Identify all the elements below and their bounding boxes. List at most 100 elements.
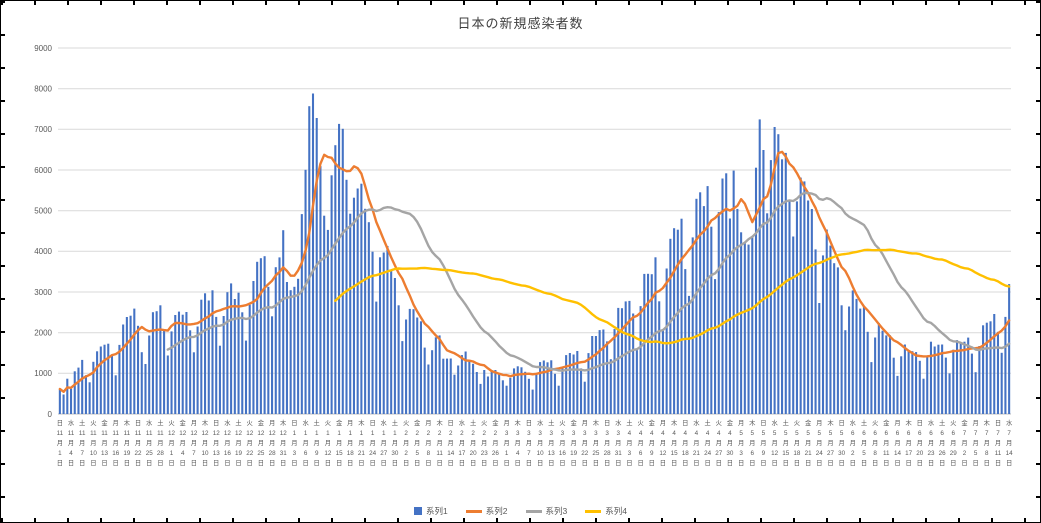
svg-text:1: 1 — [371, 430, 375, 437]
svg-text:月: 月 — [280, 439, 286, 447]
svg-text:日: 日 — [760, 419, 766, 427]
svg-text:日: 日 — [537, 459, 543, 467]
svg-text:月: 月 — [637, 439, 643, 447]
svg-text:火: 火 — [325, 420, 332, 427]
svg-text:27: 27 — [827, 450, 835, 457]
svg-text:4: 4 — [684, 430, 688, 437]
svg-text:20: 20 — [916, 450, 924, 457]
svg-text:2: 2 — [404, 450, 408, 457]
svg-text:31: 31 — [615, 450, 623, 457]
svg-text:日: 日 — [894, 459, 900, 467]
svg-text:8: 8 — [427, 450, 431, 457]
svg-text:11: 11 — [135, 430, 142, 437]
svg-text:5: 5 — [795, 430, 799, 437]
svg-text:6: 6 — [896, 430, 900, 437]
svg-text:2: 2 — [471, 430, 475, 437]
svg-text:土: 土 — [783, 418, 789, 427]
svg-text:土: 土 — [314, 418, 320, 427]
svg-text:火: 火 — [481, 420, 488, 427]
svg-text:水: 水 — [224, 418, 231, 427]
svg-text:日: 日 — [436, 459, 442, 467]
svg-text:5: 5 — [773, 430, 777, 437]
legend-swatch-series2-icon — [465, 509, 482, 513]
svg-text:水: 水 — [146, 418, 153, 427]
svg-text:12: 12 — [190, 430, 198, 437]
svg-text:木: 木 — [984, 418, 991, 427]
svg-text:6: 6 — [952, 430, 956, 437]
svg-text:火: 火 — [872, 420, 879, 427]
svg-text:日: 日 — [459, 459, 465, 467]
svg-text:月: 月 — [783, 439, 789, 447]
svg-text:水: 水 — [537, 418, 544, 427]
svg-text:月: 月 — [905, 439, 911, 447]
svg-text:8: 8 — [985, 450, 989, 457]
svg-text:日: 日 — [180, 459, 186, 467]
svg-text:金: 金 — [649, 418, 656, 427]
svg-text:月: 月 — [168, 439, 174, 447]
svg-text:1000: 1000 — [34, 369, 52, 378]
svg-text:日: 日 — [369, 419, 375, 427]
svg-text:24: 24 — [369, 450, 377, 457]
svg-text:6: 6 — [873, 430, 877, 437]
svg-text:月: 月 — [894, 419, 900, 427]
svg-text:23: 23 — [927, 450, 935, 457]
svg-text:11: 11 — [79, 430, 86, 437]
frame-tick-marks-bottom — [1, 518, 1040, 522]
svg-text:16: 16 — [224, 450, 232, 457]
svg-text:5: 5 — [784, 430, 788, 437]
svg-text:日: 日 — [369, 459, 375, 467]
svg-text:日: 日 — [649, 459, 655, 467]
svg-text:月: 月 — [180, 439, 186, 447]
svg-text:2: 2 — [963, 450, 967, 457]
svg-text:11: 11 — [124, 430, 131, 437]
svg-text:4: 4 — [69, 450, 73, 457]
svg-text:6000: 6000 — [34, 166, 52, 175]
frame-tick-marks-top — [1, 1, 1040, 5]
svg-text:4: 4 — [706, 430, 710, 437]
svg-text:日: 日 — [604, 459, 610, 467]
svg-text:火: 火 — [559, 420, 566, 427]
svg-text:金: 金 — [883, 418, 890, 427]
svg-text:15: 15 — [671, 450, 679, 457]
svg-text:火: 火 — [90, 420, 97, 427]
svg-text:30: 30 — [391, 450, 399, 457]
svg-text:日: 日 — [515, 459, 521, 467]
svg-text:17: 17 — [905, 450, 913, 457]
svg-text:1: 1 — [348, 430, 352, 437]
svg-text:日: 日 — [995, 459, 1001, 467]
svg-text:22: 22 — [246, 450, 254, 457]
svg-text:15: 15 — [782, 450, 790, 457]
svg-text:6: 6 — [639, 450, 643, 457]
svg-text:月: 月 — [314, 439, 320, 447]
svg-text:日: 日 — [57, 459, 63, 467]
svg-text:2: 2 — [427, 430, 431, 437]
svg-text:0: 0 — [48, 410, 53, 419]
svg-text:4: 4 — [650, 430, 654, 437]
svg-text:19: 19 — [235, 450, 243, 457]
svg-text:月: 月 — [269, 419, 275, 427]
svg-text:日: 日 — [559, 459, 565, 467]
svg-text:月: 月 — [291, 439, 297, 447]
svg-text:土: 土 — [392, 418, 398, 427]
svg-text:4: 4 — [516, 450, 520, 457]
svg-text:3: 3 — [605, 430, 609, 437]
svg-text:3: 3 — [617, 430, 621, 437]
svg-text:月: 月 — [224, 439, 230, 447]
svg-text:21: 21 — [358, 450, 366, 457]
svg-text:22: 22 — [581, 450, 589, 457]
svg-text:月: 月 — [570, 439, 576, 447]
svg-text:3: 3 — [538, 430, 542, 437]
svg-text:28: 28 — [269, 450, 277, 457]
svg-text:日: 日 — [693, 459, 699, 467]
svg-text:日: 日 — [704, 459, 710, 467]
svg-text:6: 6 — [751, 450, 755, 457]
svg-text:22: 22 — [134, 450, 142, 457]
svg-text:月: 月 — [302, 439, 308, 447]
svg-text:14: 14 — [894, 450, 902, 457]
svg-text:日: 日 — [749, 459, 755, 467]
svg-text:火: 火 — [637, 420, 644, 427]
svg-text:29: 29 — [950, 450, 958, 457]
svg-text:日: 日 — [57, 419, 63, 427]
svg-text:月: 月 — [135, 439, 141, 447]
svg-text:土: 土 — [548, 418, 554, 427]
